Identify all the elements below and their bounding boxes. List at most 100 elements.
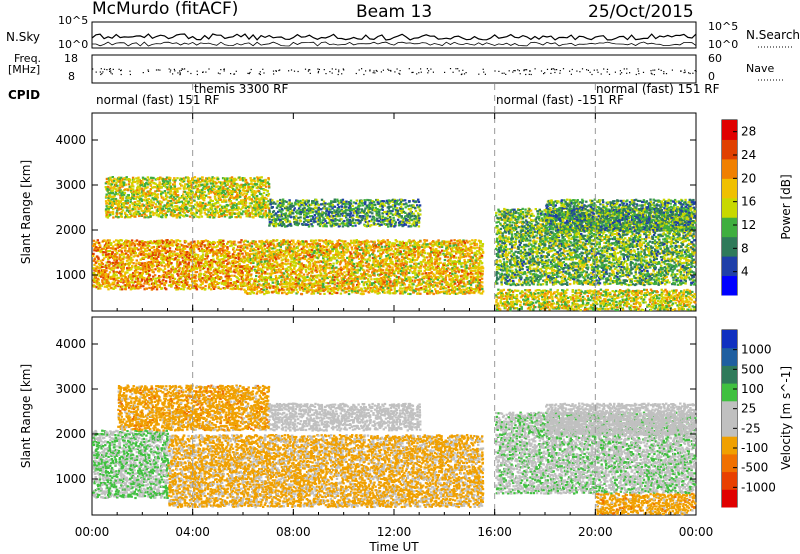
data-cell [174,211,176,213]
data-cell [240,186,242,188]
data-cell [216,210,218,212]
data-cell [245,179,247,181]
data-cell [235,196,237,198]
data-cell [214,213,216,215]
data-cell [218,214,220,216]
data-cell [200,209,202,211]
power-colorbar-swatch [722,217,737,237]
data-cell [112,208,114,210]
data-cell [184,183,186,185]
data-cell [183,179,185,181]
data-cell [107,186,109,188]
data-cell [139,188,141,190]
data-cell [185,204,187,206]
data-cell [221,181,223,183]
data-cell [197,188,199,190]
data-cell [143,204,145,206]
data-cell [204,209,206,211]
data-cell [136,189,138,191]
data-cell [109,202,111,204]
data-cell [230,200,232,202]
data-cell [170,200,172,202]
data-cell [235,179,237,181]
velocity-colorbar-swatch [722,348,737,366]
data-cell [154,206,156,208]
data-cell [243,193,245,195]
data-cell [124,212,126,214]
data-cell [152,204,154,206]
power-colorbar-swatch [722,120,737,140]
data-cell [132,188,134,190]
data-cell [245,207,247,209]
data-cell [174,191,176,193]
data-cell [135,191,137,193]
data-cell [157,193,159,195]
data-cell [126,176,128,178]
data-cell [154,186,156,188]
data-cell [192,192,194,194]
data-cell [255,213,257,215]
data-cell [119,187,121,189]
data-cell [224,214,226,216]
data-cell [123,177,125,179]
data-cell [169,182,171,184]
data-cell [162,192,164,194]
data-cell [204,205,206,207]
data-cell [184,191,186,193]
data-cell [106,194,108,196]
data-cell [215,182,217,184]
data-cell [194,204,196,206]
data-cell [134,208,136,210]
data-cell [133,194,135,196]
data-cell [254,205,256,207]
data-cell [252,216,254,218]
data-cell [127,189,129,191]
data-cell [113,180,115,182]
data-cell [234,202,236,204]
data-cell [179,197,181,199]
data-cell [246,197,248,199]
data-cell [130,215,132,217]
data-cell [241,213,243,215]
data-cell [204,184,206,186]
data-cell [226,214,228,216]
data-cell [159,203,161,205]
data-cell [202,202,204,204]
data-cell [150,184,152,186]
data-cell [239,216,241,218]
data-cell [147,176,149,178]
data-cell [131,184,133,186]
data-cell [112,216,114,218]
data-cell [187,193,189,195]
data-cell [159,181,161,183]
data-cell [204,188,206,190]
data-cell [171,202,173,204]
data-cell [158,184,160,186]
data-cell [214,196,216,198]
data-cell [252,183,254,185]
data-cell [251,188,253,190]
data-cell [116,185,118,187]
data-cell [170,204,172,206]
data-cell [115,207,117,209]
data-cell [127,216,129,218]
data-cell [141,214,143,216]
data-cell [231,210,233,212]
data-cell [122,192,124,194]
data-cell [231,216,233,218]
data-cell [227,204,229,206]
data-cell [128,183,130,185]
data-cell [165,194,167,196]
data-cell [166,180,168,182]
data-cell [193,200,195,202]
data-cell [170,186,172,188]
data-cell [129,212,131,214]
data-cell [148,198,150,200]
data-cell [245,199,247,201]
data-cell [253,180,255,182]
data-cell [150,199,152,201]
data-cell [227,183,229,185]
data-cell [126,214,128,216]
data-cell [158,190,160,192]
data-cell [221,192,223,194]
